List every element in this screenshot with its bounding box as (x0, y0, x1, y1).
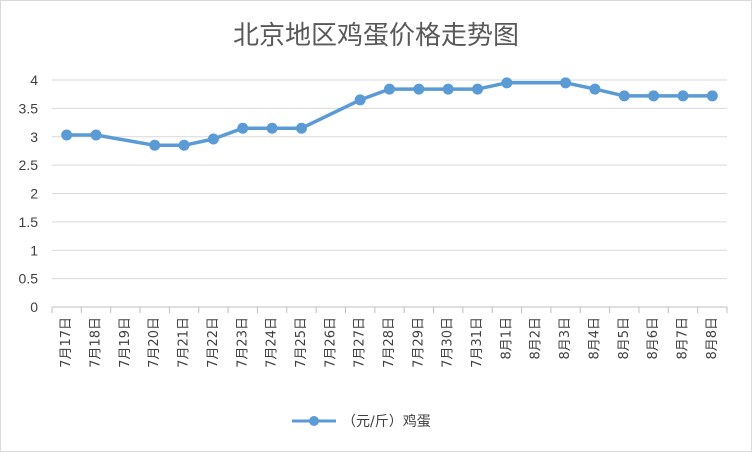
y-tick-label: 1.5 (19, 214, 39, 230)
x-tick-label: 8月6日 (646, 317, 661, 360)
x-tick-label: 7月22日 (206, 317, 221, 368)
data-point (706, 90, 718, 102)
x-tick-label: 7月21日 (177, 317, 192, 368)
data-point (501, 77, 513, 89)
x-tick-label: 7月19日 (118, 317, 133, 368)
x-tick-label: 8月3日 (558, 317, 573, 360)
data-point (207, 133, 219, 145)
x-tick-label: 7月18日 (89, 317, 104, 368)
data-point (589, 83, 601, 95)
data-point (413, 83, 425, 95)
legend: （元/斤）鸡蛋 (292, 413, 431, 430)
x-tick-label: 7月27日 (353, 317, 368, 368)
x-tick-label: 7月23日 (235, 317, 250, 368)
y-axis-ticks: 0 0.5 1 1.5 2 2.5 3 3.5 4 (19, 72, 39, 315)
x-tick-label: 8月4日 (587, 317, 602, 360)
x-tick-label: 8月5日 (617, 317, 632, 360)
data-point (149, 139, 161, 151)
x-tick-label: 7月30日 (441, 317, 456, 368)
legend-label: （元/斤）鸡蛋 (342, 413, 431, 430)
x-tick-label: 8月7日 (675, 317, 690, 360)
data-point (442, 83, 454, 95)
chart-title: 北京地区鸡蛋价格走势图 (233, 21, 519, 51)
x-tick-label: 8月2日 (529, 317, 544, 360)
y-tick-label: 1 (30, 242, 38, 258)
y-tick-label: 0 (30, 299, 38, 315)
x-tick-label: 7月26日 (323, 317, 338, 368)
data-point (266, 122, 278, 134)
data-point (90, 129, 102, 141)
x-tick-label: 7月17日 (59, 317, 74, 368)
data-point (354, 94, 366, 106)
data-point (295, 122, 307, 134)
data-point (560, 77, 572, 89)
y-tick-label: 3 (30, 129, 38, 145)
data-point (648, 90, 660, 102)
x-tick-label: 7月28日 (382, 317, 397, 368)
x-tick-label: 8月1日 (499, 317, 514, 360)
y-tick-label: 2 (30, 186, 38, 202)
x-tick-label: 8月8日 (705, 317, 720, 360)
data-point (677, 90, 689, 102)
data-point (61, 129, 73, 141)
data-point (178, 139, 190, 151)
data-point (472, 83, 484, 95)
x-tick-label: 7月20日 (147, 317, 162, 368)
data-point (237, 122, 249, 134)
data-point (384, 83, 395, 95)
x-tick-label: 7月29日 (411, 317, 426, 368)
x-tick-label: 7月31日 (470, 317, 485, 368)
gridlines (51, 79, 728, 313)
y-tick-label: 4 (30, 72, 38, 88)
legend-marker-swatch (309, 416, 319, 426)
x-axis-ticks: 7月17日 7月18日 7月19日 7月20日 7月21日 7月22日 7月23日 7月24日… (59, 317, 720, 368)
y-tick-label: 2.5 (19, 157, 39, 173)
series-line-group (61, 77, 718, 151)
data-point (618, 90, 630, 102)
x-tick-label: 7月24日 (265, 317, 280, 368)
x-tick-label: 7月25日 (294, 317, 309, 368)
y-tick-label: 0.5 (19, 271, 39, 287)
y-tick-label: 3.5 (19, 100, 39, 116)
